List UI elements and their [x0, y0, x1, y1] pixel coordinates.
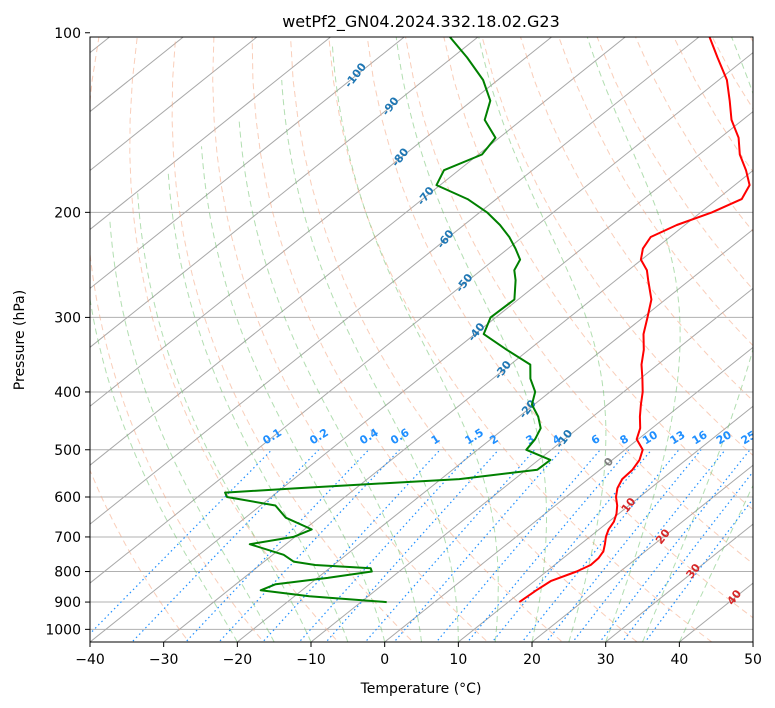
mixing-ratio-line [298, 449, 475, 642]
chart-title: wetPf2_GN04.2024.332.18.02.G23 [282, 12, 560, 32]
y-tick-label: 500 [54, 443, 81, 459]
dry-adiabat [366, 37, 753, 619]
x-tick-label: 30 [597, 652, 615, 668]
x-tick-label: −20 [223, 652, 253, 668]
mixing-ratio-line [184, 449, 370, 642]
isotherm-line [531, 464, 753, 642]
isotherm-line [90, 37, 258, 172]
dry-adiabat [443, 37, 753, 511]
plot-frame [89, 36, 754, 643]
moist-adiabat [281, 79, 459, 642]
y-tick-label: 700 [54, 530, 81, 546]
moist-adiabat [137, 192, 312, 642]
mixing-ratio-line [491, 449, 653, 642]
x-tick-label: −10 [296, 652, 326, 668]
isotherm-line [236, 228, 753, 642]
x-tick-label: 40 [670, 652, 688, 668]
dry-adiabat [290, 37, 638, 642]
moist-adiabat [642, 37, 753, 642]
x-tick-label: 0 [380, 652, 389, 668]
x-tick-label: 10 [449, 652, 467, 668]
moist-adiabat [478, 37, 607, 642]
dry-adiabat [90, 469, 190, 642]
moist-adiabat [395, 37, 547, 642]
mixing-ratio-line [466, 449, 630, 642]
y-tick-label: 600 [54, 490, 81, 506]
dry-adiabat [251, 37, 564, 642]
isotherm-line [90, 37, 479, 348]
dewpoint-profile-line [224, 37, 552, 604]
y-axis-label: Pressure (hPa) [12, 290, 28, 390]
isotherm-line [90, 37, 553, 407]
isotherm-line [457, 405, 753, 642]
temperature-profile-line [518, 37, 751, 603]
x-tick-label: 20 [523, 652, 541, 668]
dry-adiabat [328, 37, 713, 642]
x-axis-label: Temperature (°C) [360, 681, 482, 697]
y-tick-label: 200 [54, 205, 81, 221]
x-tick-label: −30 [149, 652, 179, 668]
mixing-ratio-line [572, 449, 726, 642]
dry-adiabat [481, 37, 753, 457]
y-tick-label: 900 [54, 595, 81, 611]
mixing-ratio-line [90, 449, 273, 635]
dry-adiabat [90, 37, 265, 642]
y-tick-label: 400 [54, 385, 81, 401]
mixing-ratio-line [521, 449, 680, 642]
moist-adiabat [201, 146, 386, 642]
moist-adiabat [167, 170, 349, 642]
y-tick-label: 1000 [45, 622, 81, 638]
dry-adiabat [129, 37, 339, 642]
y-tick-label: 100 [54, 26, 81, 42]
x-tick-label: 50 [744, 652, 762, 668]
isotherm-line [90, 37, 406, 290]
mixing-ratio-label: 25 [739, 428, 759, 447]
plot-area: 0.10.20.40.611.52346810131620253036-100-… [90, 37, 759, 642]
mixing-ratio-line [393, 449, 562, 642]
isotherm-line [90, 110, 753, 642]
mixing-ratio-line [435, 449, 601, 642]
axes: −40 −30 −20 −10 0 10 20 30 40 50 1000 900 800 700 600 5… [45, 26, 762, 668]
mixing-ratio-line [364, 449, 536, 642]
mixing-ratio-line [599, 449, 751, 642]
moist-adiabat [90, 296, 238, 642]
moist-adiabat [586, 37, 681, 642]
x-tick-label: −40 [75, 652, 105, 668]
isotherm-line [90, 37, 627, 466]
isotherm-line [383, 346, 753, 642]
y-tick-label: 800 [54, 565, 81, 581]
dry-adiabat [404, 37, 753, 565]
moist-adiabat [331, 45, 499, 642]
isotherm-line [310, 287, 753, 642]
isotherm-line [90, 52, 753, 584]
isotherm-line [90, 37, 332, 231]
mixing-ratio-line [218, 449, 400, 642]
isotherm-line [90, 37, 700, 525]
moist-adiabat [238, 119, 422, 642]
dry-adiabat [212, 37, 489, 642]
isotherm-line [604, 523, 753, 642]
y-tick-label: 300 [54, 310, 81, 326]
isotherm-line [162, 169, 753, 642]
